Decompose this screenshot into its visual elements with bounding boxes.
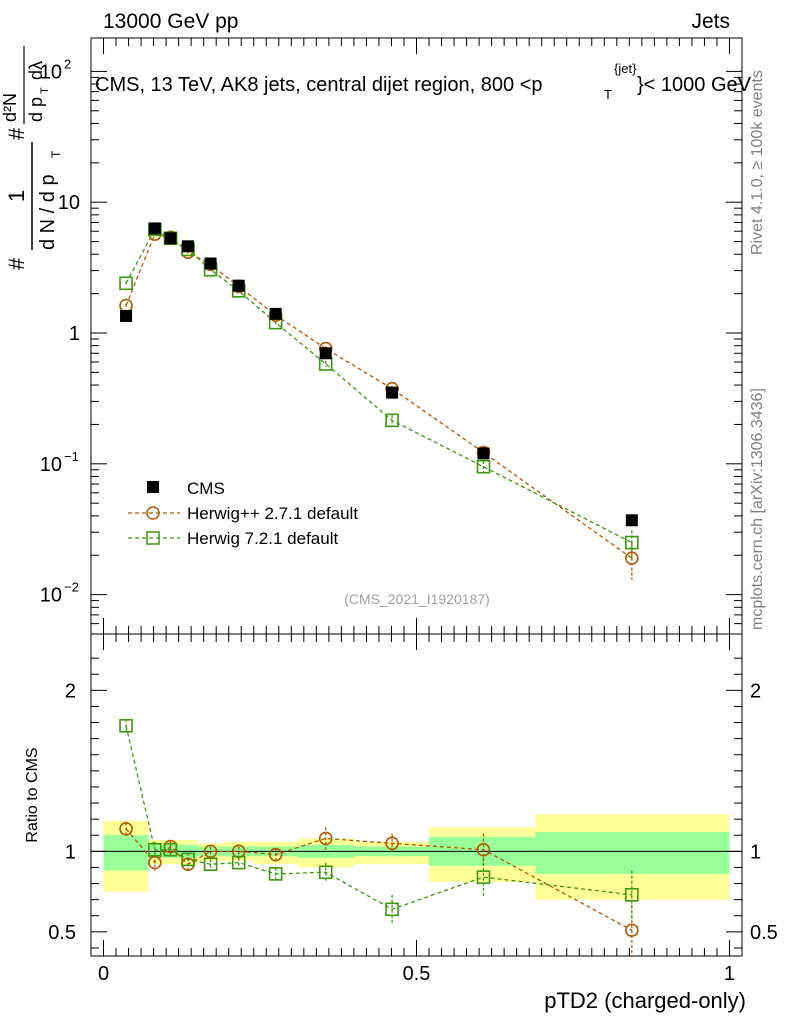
title-sup: {jet} xyxy=(614,61,637,76)
ytick-label-exp: −1 xyxy=(64,449,79,464)
series-markers xyxy=(119,222,639,938)
main-cms-point xyxy=(477,447,490,460)
ytick-label: 10 xyxy=(40,454,62,476)
ratio-ytick-label: 0.5 xyxy=(48,922,76,944)
legend-herwig7-label: Herwig 7.2.1 default xyxy=(187,529,338,548)
xlabel: pTD2 (charged-only) xyxy=(544,988,746,1013)
ratio-ytick-label: 2 xyxy=(65,680,76,702)
ratio-herwigpp-point xyxy=(318,831,333,846)
main-herwigpp-point xyxy=(119,298,133,313)
ratio-herwigpp-point xyxy=(119,822,133,836)
ylabel-frac-den-tail: dλ xyxy=(26,61,46,80)
ytick-label-exp: −2 xyxy=(64,580,79,595)
main-cms-point xyxy=(386,386,399,399)
plot-title: CMS, 13 TeV, AK8 jets, central dijet reg… xyxy=(95,61,752,102)
main-herwig7-point xyxy=(119,276,133,291)
main-cms-point xyxy=(625,514,638,527)
ratio-ylabel: Ratio to CMS xyxy=(24,747,41,842)
main-herwig7-point xyxy=(476,459,491,474)
main-ylabel: # 1 d N / d p T # d²N d p T dλ xyxy=(0,46,63,270)
ratio-herwig7-point xyxy=(268,867,283,881)
main-cms-point xyxy=(120,309,133,322)
ratio-herwig7-point xyxy=(476,870,491,884)
ratio-herwig7-point xyxy=(203,857,218,872)
ylabel-num: 1 xyxy=(4,190,29,202)
legend-cms-label: CMS xyxy=(187,479,225,498)
ylabel-hash: # xyxy=(4,257,29,270)
ylabel-den: d N / d p xyxy=(37,174,59,250)
xtick-label: 0.5 xyxy=(403,963,431,985)
ytick-label: 10 xyxy=(40,61,62,83)
main-cms-point xyxy=(232,279,245,292)
main-cms-point xyxy=(204,257,217,270)
analysis-label: (CMS_2021_I1920187) xyxy=(344,591,490,607)
ratio-herwigpp-point xyxy=(181,857,195,872)
ylabel-frac-num: d²N xyxy=(0,93,20,122)
main-herwigpp-point xyxy=(625,551,639,565)
ratio-ytick-label-right: 0.5 xyxy=(750,922,778,944)
main-cms-point xyxy=(148,222,161,235)
ratio-herwigpp-point xyxy=(625,923,639,938)
ratio-ytick-label: 1 xyxy=(65,841,76,863)
energy-label: 13000 GeV pp xyxy=(103,10,238,33)
ratio-frame xyxy=(90,633,743,957)
ratio-herwig7-point xyxy=(231,855,246,870)
ratio-herwig7-point xyxy=(181,852,195,867)
main-herwig7-point xyxy=(625,535,639,550)
ylabel-den-sub: T xyxy=(49,150,63,158)
title-suffix: }< 1000 GeV xyxy=(637,74,752,96)
rivet-label: Rivet 4.1.0, ≥ 100k events xyxy=(749,70,766,255)
category-label: Jets xyxy=(691,10,730,33)
band-inner xyxy=(535,832,730,874)
ratio-herwigpp-point xyxy=(385,836,399,851)
legend: CMS Herwig++ 2.7.1 default Herwig 7.2.1 … xyxy=(128,479,358,548)
ratio-ytick-label-right: 2 xyxy=(750,680,761,702)
ratio-herwig7-point xyxy=(385,902,399,917)
main-cms-point xyxy=(269,307,282,320)
ratio-herwigpp-point xyxy=(203,844,218,859)
ratio-herwig7-point xyxy=(163,842,178,857)
title-prefix: CMS, 13 TeV, AK8 jets, central dijet reg… xyxy=(95,74,543,96)
ratio-herwigpp-point xyxy=(231,844,246,859)
xtick-label: 0 xyxy=(98,963,109,985)
site-label: mcplots.cern.ch [arXiv:1306.3436] xyxy=(749,388,766,630)
ratio-herwig7-point xyxy=(148,842,162,857)
main-cms-point xyxy=(182,240,195,253)
ratio-herwig7-point xyxy=(625,888,639,902)
main-cms-point xyxy=(319,347,332,360)
ratio-ytick-label-right: 1 xyxy=(750,841,761,863)
ratio-herwigpp-point xyxy=(476,842,491,857)
ylabel-frac-den-sub: T xyxy=(39,87,51,94)
ylabel-hash-2: # xyxy=(4,127,29,140)
band-inner xyxy=(103,835,149,871)
ratio-herwigpp-point xyxy=(268,847,283,862)
ratio-herwig7-point xyxy=(318,865,333,880)
ylabel-frac-den: d p xyxy=(26,97,46,122)
legend-herwig7-marker xyxy=(146,531,160,545)
legend-herwigpp-label: Herwig++ 2.7.1 default xyxy=(187,504,358,523)
xtick-label: 1 xyxy=(724,963,735,985)
title-sub: T xyxy=(604,87,612,102)
ratio-herwigpp-point xyxy=(148,855,162,870)
legend-herwigpp-marker xyxy=(146,506,160,520)
axes-frame xyxy=(90,37,743,957)
ytick-label-exp: 2 xyxy=(64,56,71,71)
legend-cms-marker xyxy=(147,481,159,493)
ratio-herwigpp-point xyxy=(163,839,178,854)
ratio-bands xyxy=(91,814,742,900)
ratio-herwig7-point xyxy=(119,718,133,733)
ytick-label: 1 xyxy=(69,323,80,345)
ytick-label: 10 xyxy=(58,192,80,214)
main-herwig7-point xyxy=(385,413,399,428)
main-cms-point xyxy=(164,232,177,245)
ytick-label: 10 xyxy=(40,585,62,607)
